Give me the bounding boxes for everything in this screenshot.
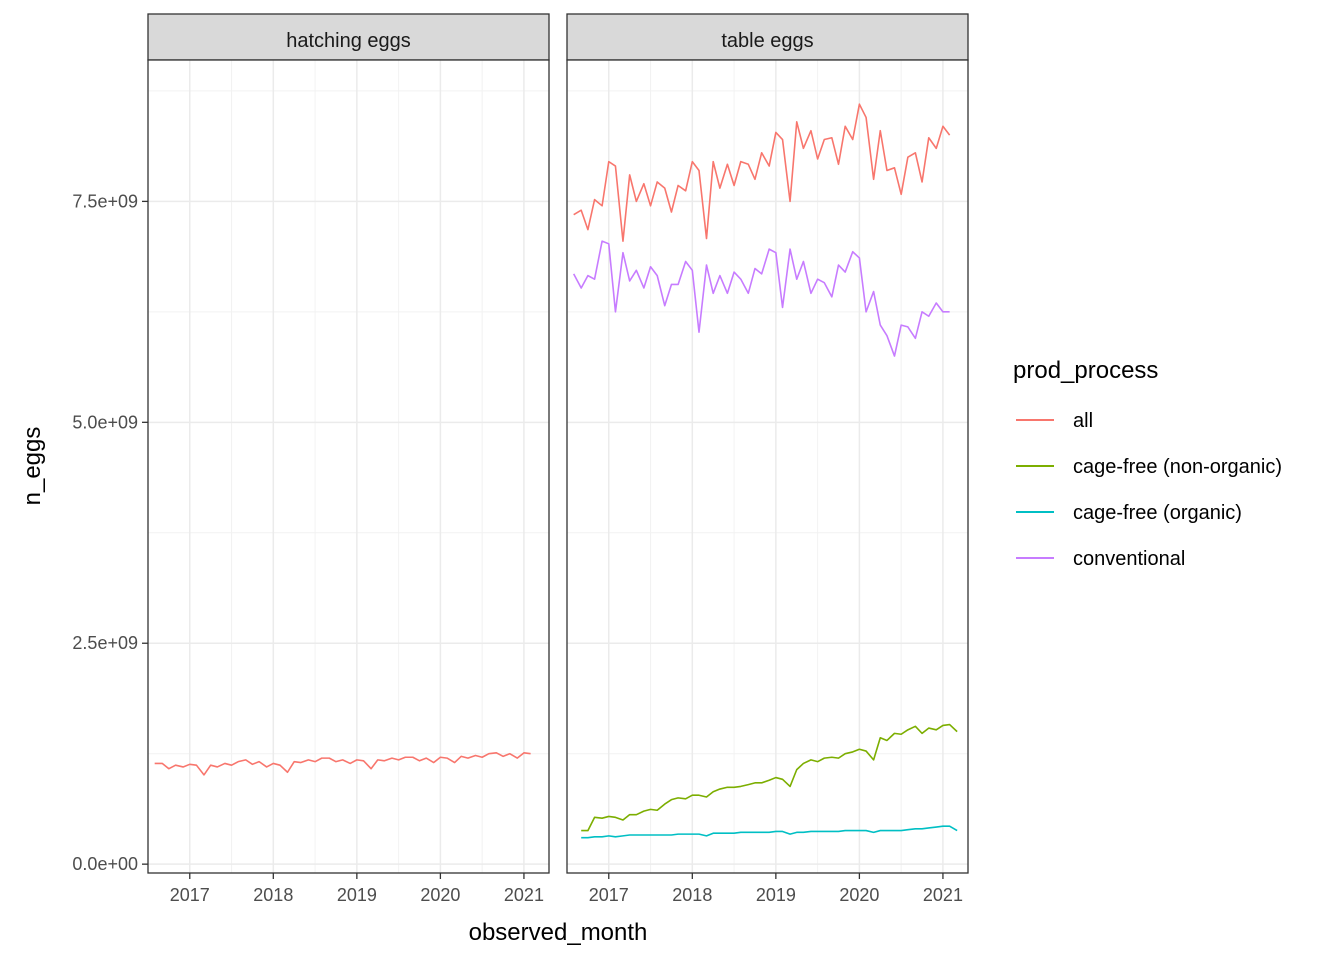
legend-label-conventional: conventional <box>1073 548 1185 570</box>
facet-strip-table-eggs <box>566 13 969 61</box>
x-tick-label-2018: 2018 <box>253 885 293 905</box>
y-tick-label-3: 7.5e+09 <box>72 191 138 211</box>
x-tick-label-2019: 2019 <box>756 885 796 905</box>
series-line-conventional <box>572 240 950 357</box>
x-tick-label-2019: 2019 <box>337 885 377 905</box>
gridlines-hatching-eggs <box>148 60 549 873</box>
legend-label-all: all <box>1073 410 1093 432</box>
plot-area-hatching-eggs <box>148 60 549 873</box>
facet-strip-label-table-eggs: table eggs <box>721 30 813 52</box>
panel-border-hatching-eggs <box>147 59 550 874</box>
series-line-cage-free-organic <box>581 825 958 839</box>
y-axis-title: n_eggs <box>19 427 46 506</box>
series-lines-table-eggs <box>572 103 958 839</box>
panel-border-table-eggs <box>566 59 969 874</box>
x-tick-label-2020: 2020 <box>420 885 460 905</box>
x-tick-label-2021: 2021 <box>504 885 544 905</box>
legend-title: prod_process <box>1013 357 1158 384</box>
facet-strip-hatching-eggs <box>147 13 550 61</box>
plot-area-table-eggs <box>567 60 968 873</box>
series-line-all <box>573 103 951 242</box>
panel-hatching-eggs: hatching eggs <box>147 13 550 874</box>
x-tick-label-2020: 2020 <box>839 885 879 905</box>
y-tick-label-2: 5.0e+09 <box>72 412 138 432</box>
panel-table-eggs: table eggs <box>566 13 969 874</box>
legend-label-cage-free-non-organic: cage-free (non-organic) <box>1073 456 1282 478</box>
x-axis-table-eggs: 2017 2018 2019 2020 2021 <box>589 873 963 905</box>
legend: prod_process all cage-free (non-organic) c… <box>1013 357 1282 570</box>
y-axis: 0.0e+00 2.5e+09 5.0e+09 7.5e+09 <box>72 191 148 874</box>
gridlines-table-eggs <box>567 60 968 873</box>
legend-label-cage-free-organic: cage-free (organic) <box>1073 502 1242 524</box>
series-line-all <box>154 752 531 776</box>
facet-strip-label-hatching-eggs: hatching eggs <box>286 30 411 52</box>
series-line-cage-free-non-organic <box>581 723 958 832</box>
x-axis-hatching-eggs: 2017 2018 2019 2020 2021 <box>170 873 544 905</box>
x-tick-label-2017: 2017 <box>589 885 629 905</box>
y-tick-label-1: 2.5e+09 <box>72 633 138 653</box>
x-axis-title: observed_month <box>469 919 648 946</box>
y-tick-label-0: 0.0e+00 <box>72 854 138 874</box>
x-tick-label-2017: 2017 <box>170 885 210 905</box>
x-tick-label-2018: 2018 <box>672 885 712 905</box>
series-lines-hatching-eggs <box>154 752 531 776</box>
x-tick-label-2021: 2021 <box>923 885 963 905</box>
